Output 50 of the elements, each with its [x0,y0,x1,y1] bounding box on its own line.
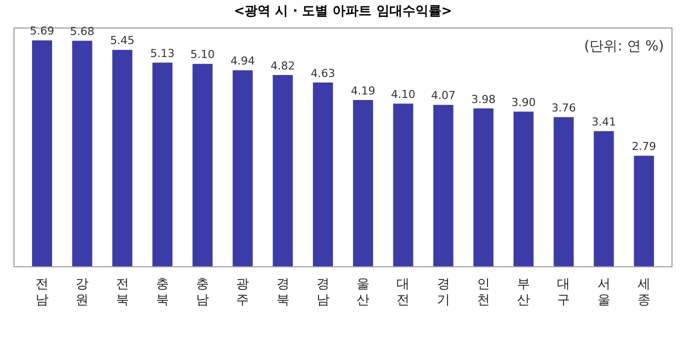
bar [353,100,374,267]
data-label: 5.45 [110,34,135,48]
chart-title: <광역 시 · 도별 아파트 임대수익률> [232,3,454,21]
x-tick-label: 충북 [156,276,169,307]
bar [433,104,454,267]
x-tick-label: 세종 [637,276,650,307]
bar [272,74,293,267]
bar [473,108,494,267]
data-label: 4.94 [230,54,255,68]
bar [594,131,614,267]
x-tick-label: 전남 [36,276,49,307]
x-tick-label: 대구 [557,276,570,307]
bar [152,62,172,267]
data-label: 5.10 [190,48,215,62]
bar [112,50,132,267]
bar [634,156,654,267]
bar [554,117,574,267]
annotation: (단위: 연 %) [584,38,664,55]
data-label: 5.69 [30,24,54,38]
data-label: 4.07 [431,89,456,102]
data-label: 3.90 [511,96,536,109]
bar [72,40,92,267]
data-label: 3.76 [551,102,576,115]
bar [232,70,253,267]
x-tick-label: 울산 [356,276,370,307]
x-tick-label: 대전 [396,276,410,307]
x-tick-label: 경기 [436,276,450,307]
bar [393,104,414,267]
x-tick-label: 경북 [276,276,290,307]
x-tick-label: 서울 [597,276,610,307]
x-tick-label: 충남 [196,276,210,307]
x-tick-label: 인천 [476,276,490,307]
x-tick-label: 강원 [76,276,89,307]
data-label: 5.13 [150,46,175,60]
bar [32,40,52,267]
data-label: 3.98 [471,92,496,106]
x-tick-label: 부산 [517,276,530,307]
data-label: 4.82 [270,59,296,72]
data-label: 4.63 [310,66,336,80]
bar [514,112,534,267]
x-tick-label: 전북 [116,276,129,307]
data-label: 4.10 [390,88,416,101]
x-tick-label: 경남 [316,276,330,307]
bar [312,82,333,267]
data-label: 5.68 [70,25,94,38]
bar [192,64,213,267]
x-tick-label: 광주 [236,276,250,307]
data-label: 3.41 [592,115,616,128]
data-label: 4.19 [350,84,376,98]
data-label: 2.79 [632,140,656,154]
